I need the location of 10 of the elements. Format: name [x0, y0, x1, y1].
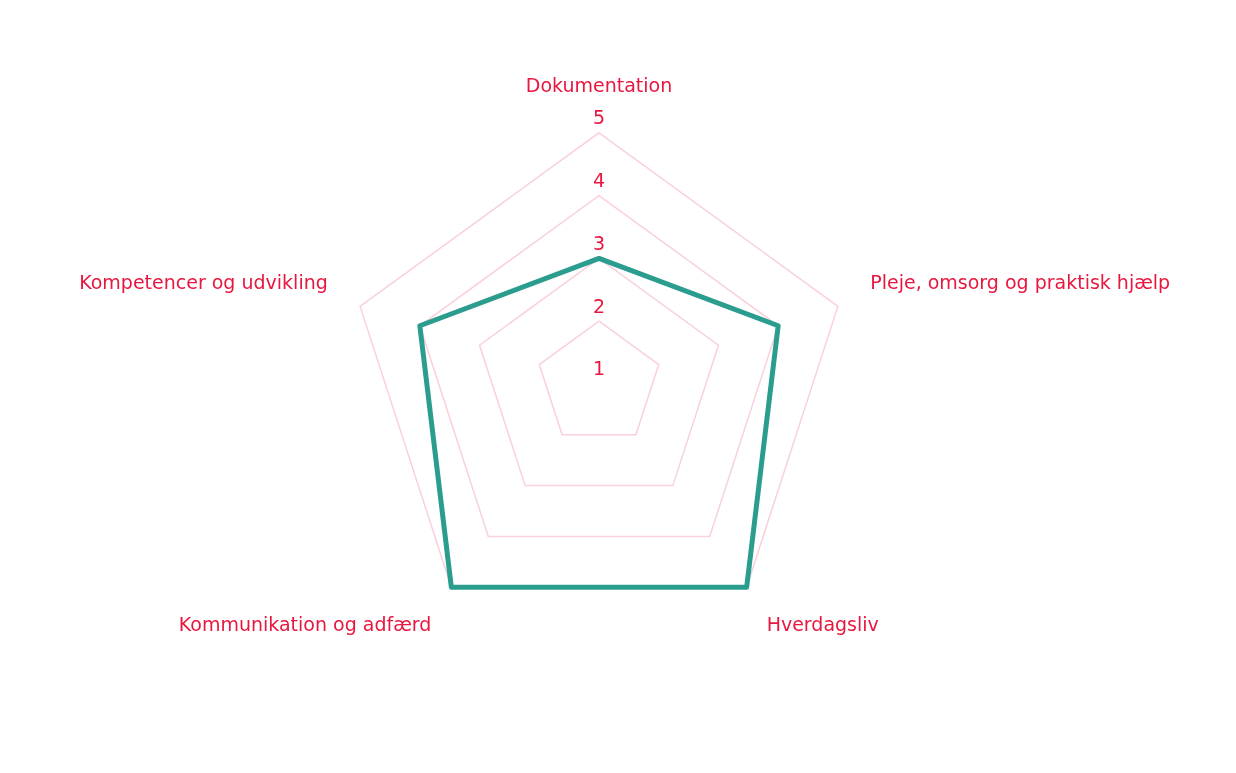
spoke-label: Kommunikation og adfærd [178, 613, 432, 636]
y-tick-label: 2 [592, 294, 606, 317]
y-tick-label: 5 [592, 106, 606, 129]
spoke-label: Kompetencer og udvikling [79, 271, 328, 294]
spoke-label: Dokumentation [525, 74, 673, 97]
spoke-label: Hverdagsliv [766, 613, 879, 636]
y-tick-label: 4 [592, 169, 606, 192]
spoke-label: Pleje, omsorg og praktisk hjælp [870, 271, 1171, 294]
y-tick-label: 3 [592, 231, 606, 254]
y-tick-label: 1 [592, 357, 606, 380]
